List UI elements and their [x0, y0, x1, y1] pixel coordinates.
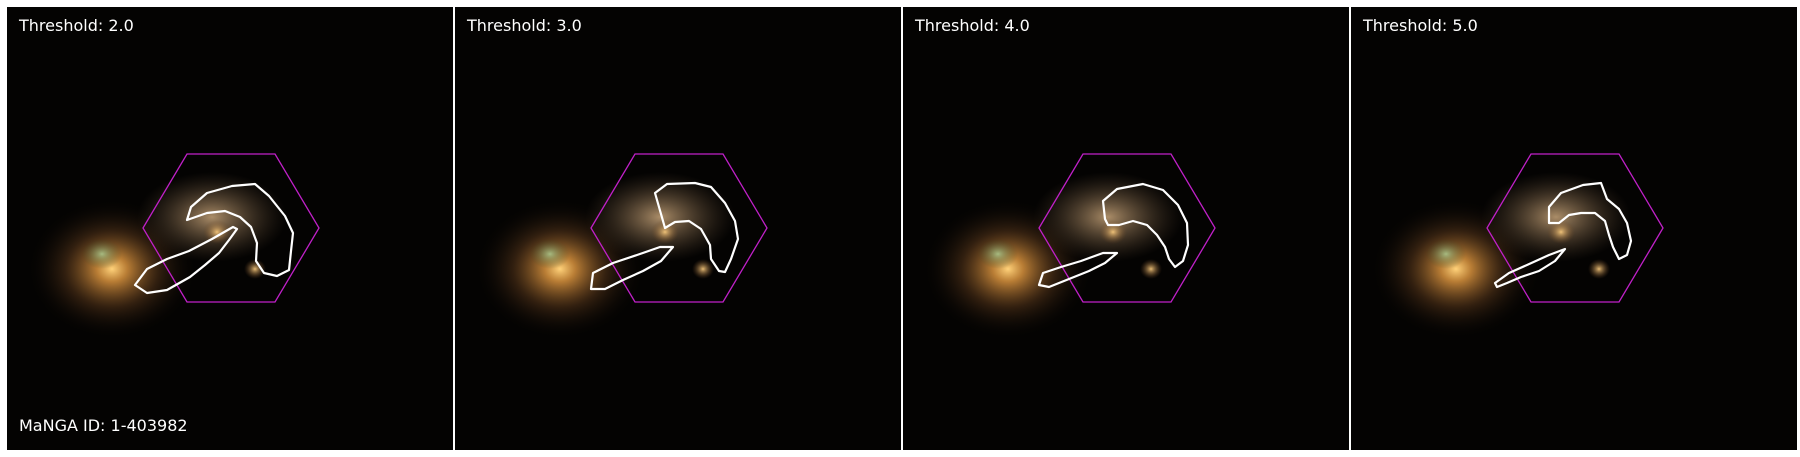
panel-threshold-2: Threshold: 3.0: [455, 7, 901, 450]
contour-tail: [1493, 247, 1567, 289]
companion-nucleus: [1547, 220, 1575, 244]
contour-arc: [653, 181, 740, 274]
contour-tail: [589, 245, 675, 291]
galaxy-image: [475, 153, 768, 339]
panel-threshold-1: Threshold: 2.0 MaNGA ID: 1-403982: [7, 7, 453, 450]
tidal-arm: [1481, 172, 1631, 262]
panel-threshold-3: Threshold: 4.0: [903, 7, 1349, 450]
galaxy-image: [27, 153, 320, 339]
contour-arc: [1547, 181, 1633, 261]
manga-id-label: MaNGA ID: 1-403982: [19, 416, 188, 435]
tidal-arm: [1033, 172, 1183, 262]
companion-nucleus: [1099, 220, 1127, 244]
panel-title: Threshold: 2.0: [19, 16, 134, 35]
panel-title: Threshold: 5.0: [1363, 16, 1478, 35]
galaxy-image: [923, 153, 1216, 339]
companion-knot: [1140, 259, 1162, 279]
ifu-hexagon: [142, 153, 320, 303]
tidal-arm: [585, 172, 735, 262]
panel-title: Threshold: 3.0: [467, 16, 582, 35]
green-knot: [1426, 239, 1466, 269]
ifu-hexagon: [1038, 153, 1216, 303]
companion-nucleus: [203, 220, 231, 244]
companion-knot: [1588, 259, 1610, 279]
companion-knot: [692, 259, 714, 279]
green-knot: [82, 239, 122, 269]
panel-title: Threshold: 4.0: [915, 16, 1030, 35]
green-knot: [978, 239, 1018, 269]
panel-threshold-4: Threshold: 5.0: [1351, 7, 1797, 450]
green-knot: [530, 239, 570, 269]
contour-arc: [1101, 182, 1190, 269]
tidal-arm: [137, 172, 287, 262]
companion-knot: [244, 259, 266, 279]
galaxy-image: [1371, 153, 1664, 339]
ifu-hexagon: [1486, 153, 1664, 303]
contour-tail: [1037, 251, 1119, 289]
companion-nucleus: [651, 220, 679, 244]
ifu-hexagon: [590, 153, 768, 303]
contour-tail: [133, 225, 239, 295]
contour-arc: [185, 182, 295, 278]
